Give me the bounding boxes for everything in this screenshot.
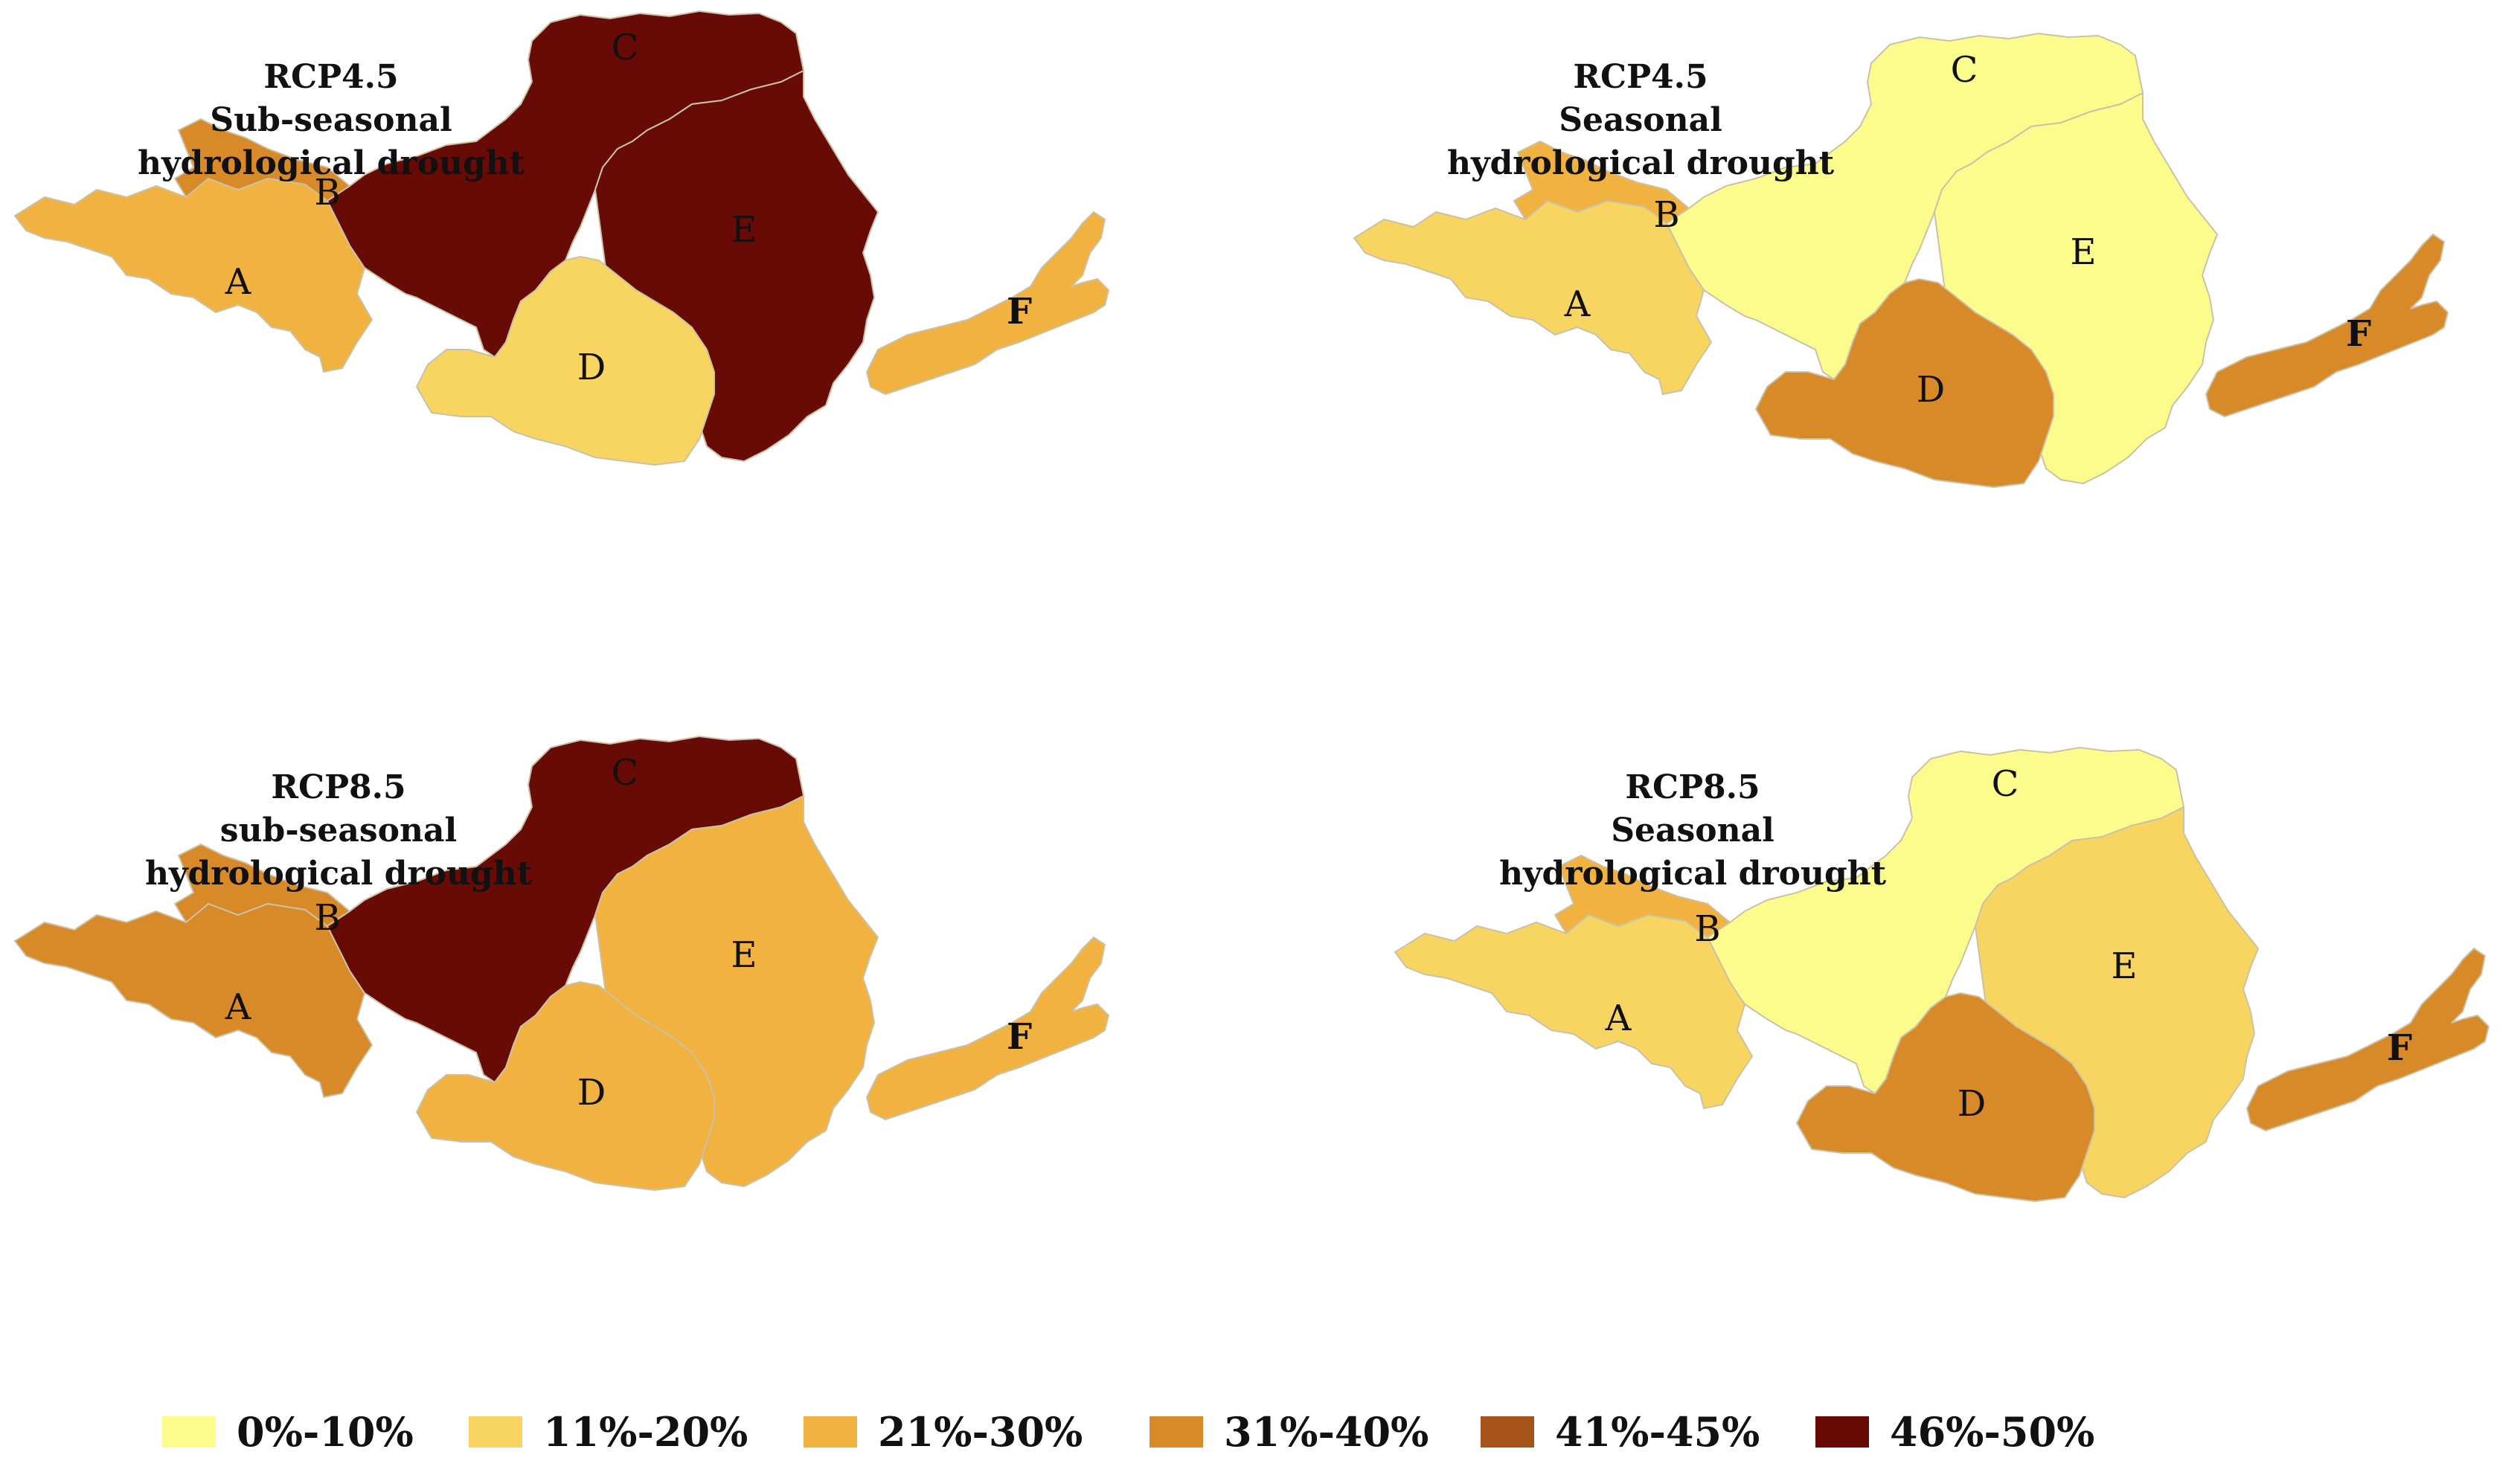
- region-label-d: D: [577, 347, 606, 388]
- region-label-f: F: [1007, 1016, 1032, 1058]
- region-label-d: D: [1917, 369, 1945, 411]
- region-label-f: F: [1007, 291, 1032, 332]
- region-f: [2205, 234, 2449, 417]
- legend-item-1: 11%-20%: [469, 1406, 748, 1458]
- map-panel-2: A B C E D F: [1353, 33, 2449, 488]
- region-label-e: E: [731, 209, 757, 251]
- region-label-d: D: [1958, 1083, 1986, 1125]
- region-label-b: B: [314, 897, 340, 939]
- panel-title-2: RCP4.5 Seasonal hydrological drought: [1447, 56, 1834, 185]
- legend-item-4: 41%-45%: [1481, 1406, 1760, 1458]
- region-label-c: C: [612, 27, 639, 68]
- panel-title-1: RCP4.5 Sub-seasonal hydrological drought: [138, 56, 525, 185]
- panel-title-4: RCP8.5 Seasonal hydrological drought: [1499, 766, 1886, 896]
- legend-label: 31%-40%: [1224, 1408, 1429, 1456]
- panel-title-subtitle-2: hydrological drought: [1446, 144, 1835, 182]
- region-label-a: A: [225, 986, 252, 1028]
- panel-title-scenario: RCP4.5: [263, 58, 399, 96]
- region-label-c: C: [1992, 763, 2019, 805]
- panel-title-subtitle-1: sub-seasonal: [219, 812, 458, 849]
- region-label-a: A: [1605, 997, 1632, 1039]
- legend-swatch: [804, 1416, 857, 1448]
- panel-title-3: RCP8.5 sub-seasonal hydrological drought: [145, 766, 532, 896]
- legend-label: 11%-20%: [543, 1408, 748, 1456]
- legend-item-3: 31%-40%: [1150, 1406, 1429, 1458]
- region-label-c: C: [1951, 49, 1978, 91]
- legend-label: 46%-50%: [1890, 1408, 2095, 1456]
- panel-title-subtitle-1: Sub-seasonal: [210, 101, 452, 139]
- panel-title-subtitle-2: hydrological drought: [144, 855, 533, 893]
- region-label-d: D: [577, 1072, 606, 1114]
- legend-swatch: [469, 1416, 522, 1448]
- region-label-c: C: [612, 752, 639, 794]
- legend-item-2: 21%-30%: [804, 1406, 1083, 1458]
- legend-item-5: 46%-50%: [1815, 1406, 2094, 1458]
- region-f: [2246, 948, 2489, 1131]
- region-label-a: A: [225, 261, 252, 303]
- map-panel-1: A B C E D F: [14, 10, 1109, 466]
- legend-swatch: [162, 1416, 216, 1448]
- region-f: [866, 211, 1109, 395]
- region-label-b: B: [314, 172, 340, 213]
- panel-title-subtitle-2: hydrological drought: [1498, 855, 1887, 893]
- panel-title-subtitle-1: Seasonal: [1559, 101, 1722, 139]
- region-label-b: B: [1653, 194, 1679, 236]
- map-panel-3: A B C E D F: [14, 736, 1109, 1191]
- map-panel-4: A B C E D F: [1394, 747, 2489, 1202]
- region-label-a: A: [1564, 283, 1591, 325]
- legend-swatch: [1815, 1416, 1869, 1448]
- legend-item-0: 0%-10%: [162, 1406, 414, 1458]
- legend-label: 41%-45%: [1555, 1408, 1760, 1456]
- region-label-f: F: [2346, 313, 2371, 355]
- panel-title-scenario: RCP8.5: [1625, 768, 1760, 806]
- legend-swatch: [1150, 1416, 1203, 1448]
- legend-label: 21%-30%: [878, 1408, 1083, 1456]
- legend: 0%-10% 11%-20% 21%-30% 31%-40% 41%-45% 4…: [0, 1398, 2520, 1473]
- panel-title-subtitle-1: Seasonal: [1611, 812, 1774, 849]
- panel-title-scenario: RCP8.5: [271, 768, 406, 806]
- legend-label: 0%-10%: [237, 1408, 414, 1456]
- panel-title-scenario: RCP4.5: [1573, 58, 1708, 96]
- panel-title-subtitle-2: hydrological drought: [137, 144, 525, 182]
- legend-swatch: [1481, 1416, 1534, 1448]
- region-label-e: E: [731, 934, 757, 976]
- region-f: [866, 937, 1109, 1120]
- region-label-e: E: [2111, 945, 2137, 987]
- region-label-e: E: [2070, 231, 2096, 273]
- region-label-b: B: [1694, 908, 1720, 950]
- region-label-f: F: [2387, 1027, 2412, 1069]
